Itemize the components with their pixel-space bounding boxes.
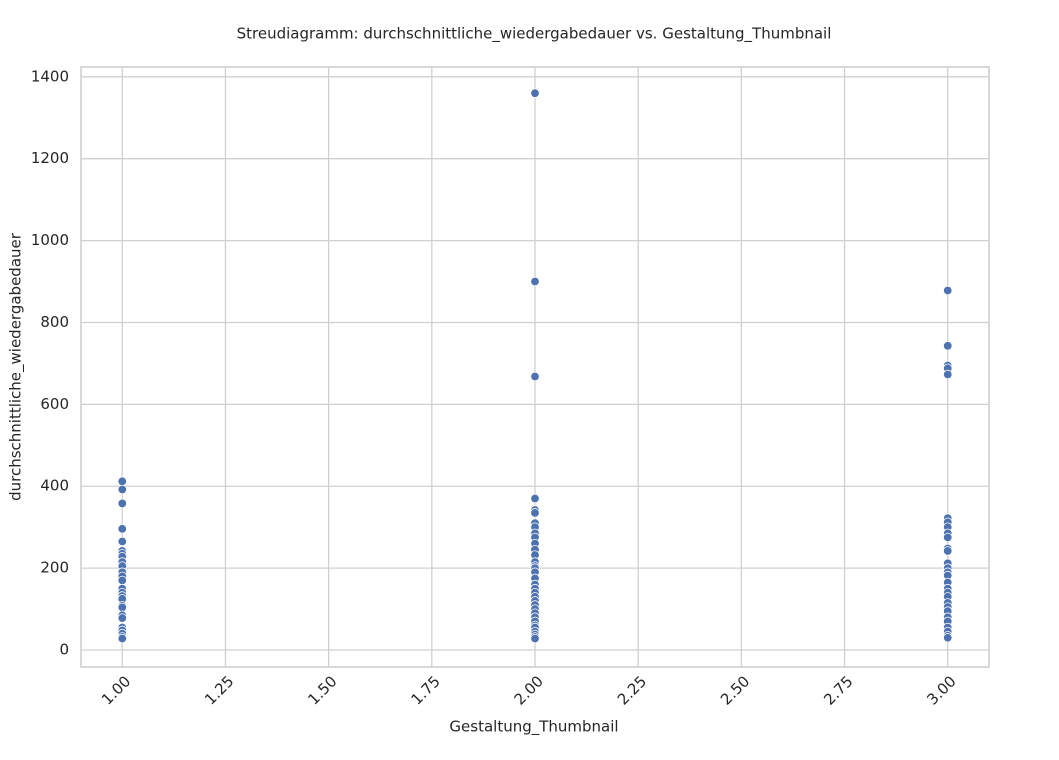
x-tick-label: 1.25: [201, 672, 237, 708]
x-tick-label: 2.50: [717, 672, 753, 708]
y-tick-label: 400: [40, 477, 69, 495]
x-tick-label: 2.25: [614, 672, 650, 708]
y-tick-label: 1000: [31, 231, 69, 249]
point: [530, 371, 540, 382]
point: [117, 476, 127, 487]
x-tick-label: 2.00: [511, 672, 547, 708]
point: [117, 633, 127, 644]
point: [530, 88, 540, 98]
point: [117, 484, 127, 495]
point: [117, 524, 127, 534]
point: [530, 508, 540, 518]
x-tick-label: 1.00: [98, 672, 134, 708]
point: [943, 633, 953, 643]
y-tick-label: 1200: [31, 149, 69, 167]
x-tick-label: 1.50: [304, 672, 340, 708]
point: [943, 341, 953, 351]
point: [117, 613, 127, 623]
y-tick-label: 1400: [31, 67, 69, 85]
point: [117, 602, 127, 613]
y-tick-label: 0: [59, 641, 69, 659]
point: [117, 536, 127, 547]
point: [943, 369, 953, 380]
x-tick-label: 2.75: [820, 672, 856, 708]
point: [530, 633, 540, 644]
point: [943, 546, 953, 556]
x-tick-label: 3.00: [923, 672, 959, 708]
y-tick-label: 600: [40, 395, 69, 413]
y-tick-label: 200: [40, 559, 69, 577]
point: [530, 276, 540, 287]
point: [943, 285, 953, 296]
y-tick-label: 800: [40, 313, 69, 331]
point: [117, 575, 127, 586]
chart-title: Streudiagramm: durchschnittliche_wiederg…: [237, 25, 832, 44]
x-axis-label: Gestaltung_Thumbnail: [449, 718, 618, 737]
point: [117, 498, 127, 509]
point: [530, 493, 540, 504]
point: [943, 532, 953, 543]
y-axis-label: durchschnittliche_wiedergabedauer: [7, 232, 26, 501]
x-tick-label: 1.75: [407, 672, 443, 708]
